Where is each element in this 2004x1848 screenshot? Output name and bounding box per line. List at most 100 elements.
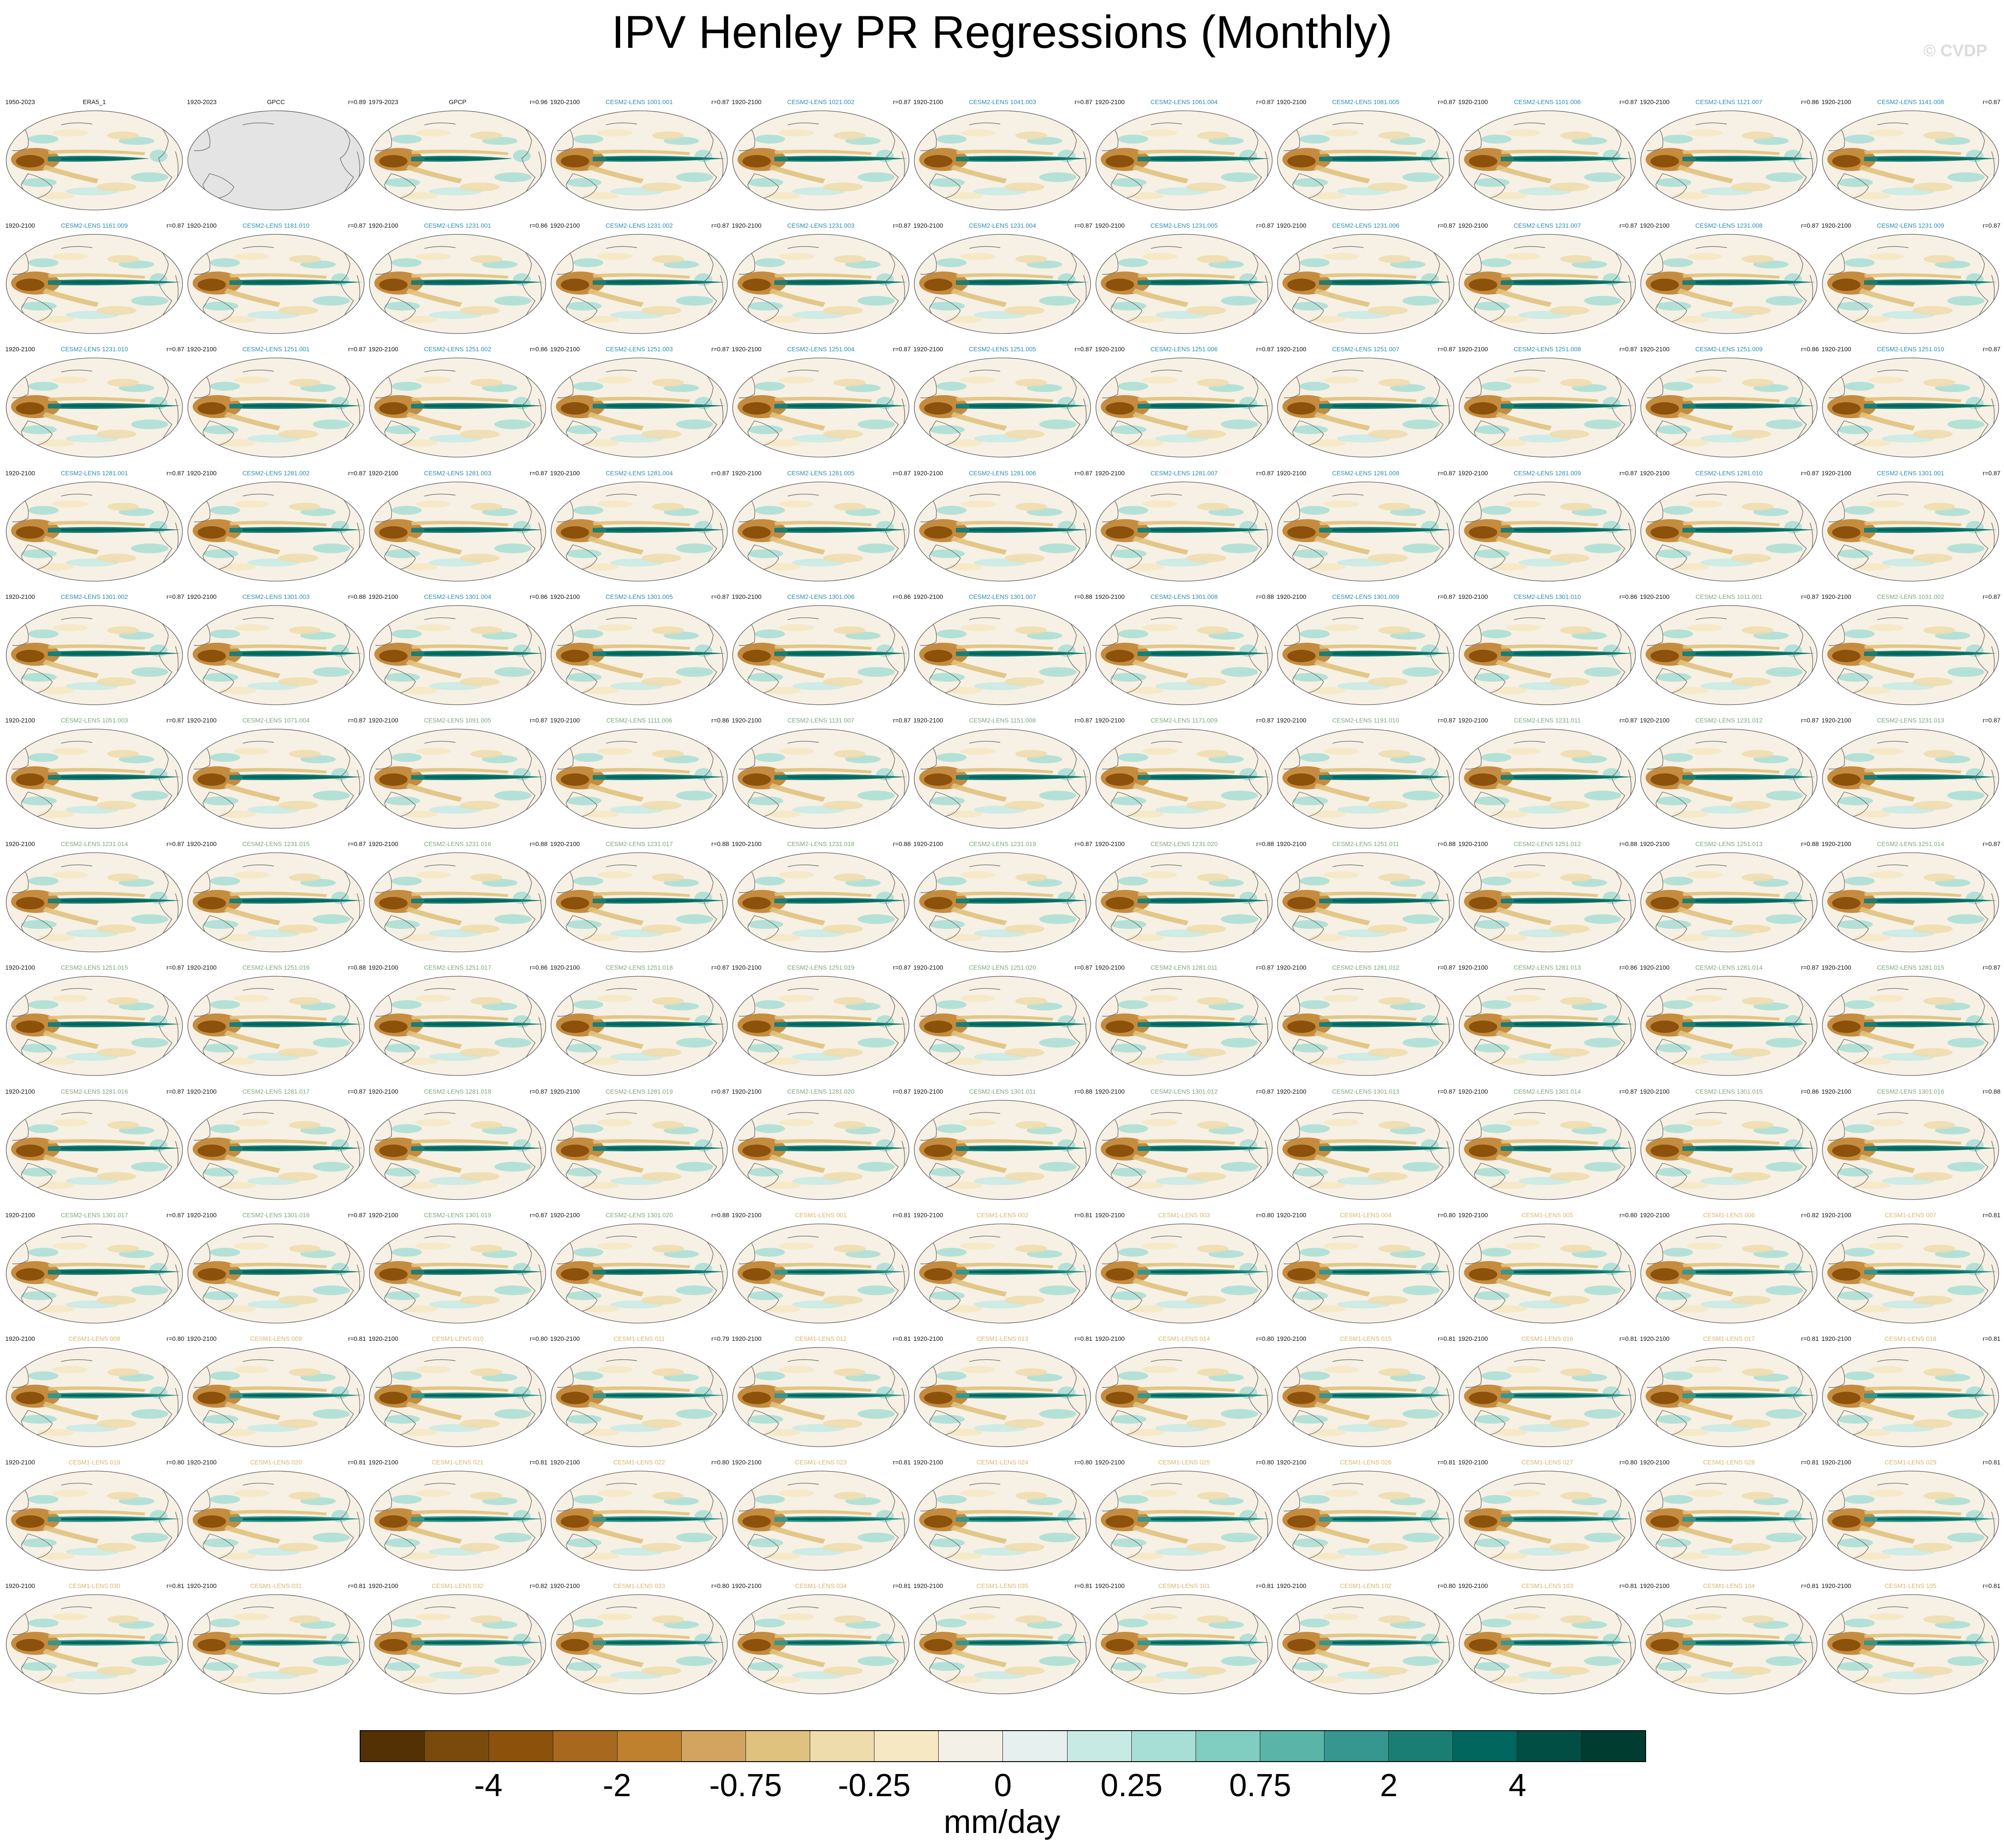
anomaly-region bbox=[1560, 874, 1592, 882]
west-pacific-dry-core bbox=[198, 1021, 226, 1033]
anomaly-region bbox=[1913, 1543, 1953, 1552]
panel-title: CESM2-LENS 1231.012 bbox=[1695, 717, 1763, 724]
anomaly-region bbox=[494, 791, 532, 800]
anomaly-region bbox=[1923, 502, 1955, 511]
anomaly-region bbox=[289, 626, 321, 634]
coastline bbox=[694, 118, 717, 204]
map-frame bbox=[187, 729, 365, 829]
anomaly-region bbox=[1379, 379, 1410, 387]
map-panel: 1920-2100 CESM2-LENS 1021.002 r=0.87 bbox=[730, 98, 912, 220]
coastline bbox=[720, 1388, 723, 1415]
map-svg bbox=[1459, 976, 1636, 1076]
itcz-dry-band bbox=[774, 1386, 872, 1392]
anomaly-region bbox=[1015, 626, 1047, 634]
map-svg bbox=[1277, 1347, 1454, 1447]
panel-years: 1920-2100 bbox=[1277, 1335, 1306, 1342]
west-pacific-dry-core bbox=[198, 897, 226, 910]
anomaly-region bbox=[1868, 748, 1904, 755]
west-pacific-dry-core bbox=[1287, 155, 1316, 167]
coastline bbox=[1421, 860, 1444, 946]
panel-title: CESM1-LENS 104 bbox=[1703, 1582, 1755, 1590]
coastline bbox=[1647, 1361, 1663, 1388]
anomaly-region bbox=[470, 874, 502, 882]
anomaly-region bbox=[28, 629, 58, 638]
anomaly-region bbox=[39, 1305, 74, 1312]
anomaly-region bbox=[1584, 667, 1621, 677]
coastline bbox=[876, 1355, 899, 1441]
anomaly-region bbox=[1015, 1615, 1047, 1624]
anomaly-region bbox=[597, 500, 633, 508]
coastline bbox=[901, 275, 905, 302]
panel-pattern-correlation: r=0.80 bbox=[1256, 1335, 1274, 1342]
anomaly-region bbox=[278, 924, 318, 934]
anomaly-region bbox=[28, 258, 58, 268]
anomaly-region bbox=[1742, 1244, 1774, 1253]
anomaly-region bbox=[929, 302, 965, 311]
panel-title: CESM1-LENS 021 bbox=[431, 1459, 484, 1466]
panel-years: 1950-2023 bbox=[5, 98, 35, 105]
coastline bbox=[1421, 1355, 1444, 1441]
anomaly-region bbox=[755, 135, 785, 144]
panel-title: CESM2-LENS 1231.003 bbox=[787, 222, 854, 229]
colorbar-box bbox=[1453, 1731, 1517, 1761]
anomaly-region bbox=[1855, 1181, 1891, 1189]
panel-years: 1920-2100 bbox=[187, 1087, 217, 1095]
anomaly-region bbox=[1142, 624, 1177, 631]
coastline bbox=[1784, 365, 1807, 451]
anomaly-region bbox=[1845, 1000, 1875, 1009]
anomaly-region bbox=[755, 1000, 785, 1009]
colorbar-box bbox=[1131, 1731, 1196, 1761]
anomaly-region bbox=[1947, 1285, 1985, 1295]
map-panel: 1920-2100 CESM2-LENS 1251.003 r=0.87 bbox=[548, 346, 730, 467]
coastline bbox=[1628, 151, 1631, 179]
anomaly-region bbox=[1663, 505, 1693, 515]
anomaly-region bbox=[1402, 791, 1440, 800]
anomaly-region bbox=[834, 132, 866, 140]
map-frame bbox=[369, 357, 546, 458]
west-pacific-dry-core bbox=[1287, 526, 1316, 539]
coastline bbox=[1465, 743, 1482, 770]
wet-tongue-core bbox=[969, 1146, 1071, 1150]
map-frame bbox=[551, 481, 728, 582]
anomaly-region bbox=[960, 1242, 996, 1250]
anomaly-region bbox=[573, 258, 603, 268]
anomaly-region bbox=[402, 687, 438, 694]
anomaly-region bbox=[384, 302, 420, 311]
coastline bbox=[357, 522, 360, 549]
coastline bbox=[61, 864, 93, 867]
anomaly-region bbox=[1913, 1295, 1953, 1304]
map-svg bbox=[369, 110, 546, 210]
itcz-dry-band bbox=[1138, 1139, 1235, 1145]
anomaly-region bbox=[1687, 1242, 1722, 1250]
anomaly-region bbox=[584, 1429, 619, 1436]
coastline bbox=[1057, 736, 1080, 823]
panel-title: CESM2-LENS 1151.008 bbox=[969, 717, 1036, 724]
wet-tongue-core bbox=[788, 1146, 889, 1150]
anomaly-region bbox=[278, 1048, 318, 1057]
anomaly-region bbox=[573, 629, 603, 638]
panel-pattern-correlation: r=0.87 bbox=[711, 1087, 729, 1095]
coastline bbox=[175, 275, 179, 302]
panel-title: CESM2-LENS 1281.004 bbox=[606, 469, 673, 477]
map-svg bbox=[732, 605, 909, 705]
coastline bbox=[557, 496, 574, 522]
anomaly-region bbox=[39, 811, 74, 818]
anomaly-region bbox=[1005, 1172, 1045, 1181]
coastline bbox=[1828, 372, 1845, 399]
map-panel: 1920-2100 CESM2-LENS 1301.019 r=0.87 bbox=[367, 1211, 548, 1333]
panel-years: 1920-2100 bbox=[187, 1211, 217, 1219]
anomaly-region bbox=[416, 1242, 451, 1250]
panel-pattern-correlation: r=0.87 bbox=[348, 346, 366, 353]
anomaly-region bbox=[1129, 934, 1164, 942]
map-svg bbox=[369, 481, 546, 582]
anomaly-region bbox=[597, 253, 633, 260]
coastline bbox=[424, 1359, 456, 1362]
coastline bbox=[242, 1359, 274, 1362]
itcz-dry-band bbox=[48, 644, 145, 650]
map-svg bbox=[6, 976, 183, 1076]
anomaly-region bbox=[1197, 1492, 1229, 1500]
anomaly-region bbox=[1221, 1161, 1258, 1172]
panel-pattern-correlation: r=0.88 bbox=[1619, 840, 1637, 848]
map-svg bbox=[1095, 605, 1273, 705]
itcz-dry-band bbox=[1682, 149, 1780, 155]
